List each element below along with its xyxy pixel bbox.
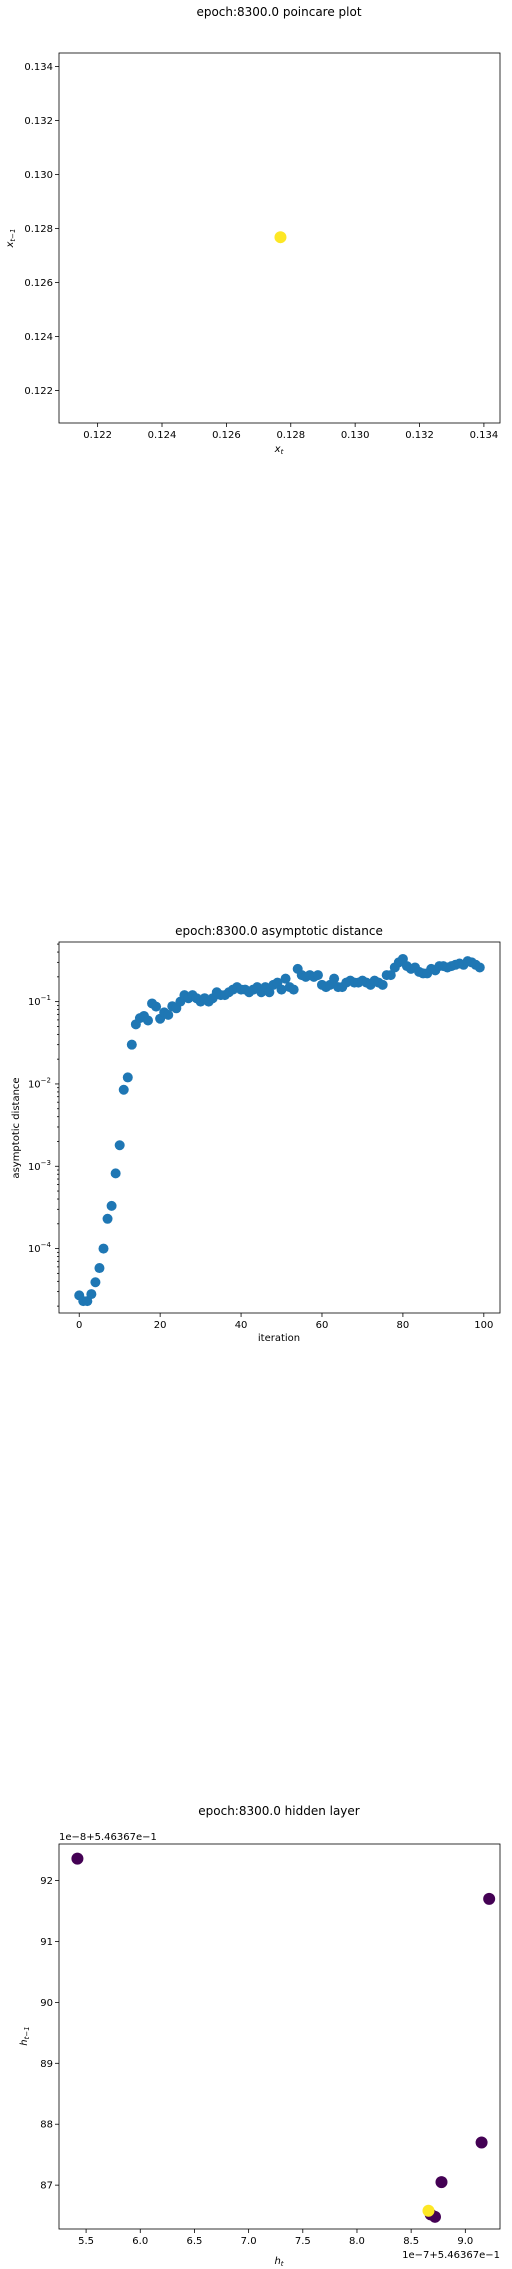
data-point bbox=[422, 2204, 435, 2217]
y-tick-label: 88 bbox=[40, 2120, 53, 2131]
plot-frame bbox=[58, 941, 501, 1314]
data-point bbox=[151, 1001, 162, 1012]
y-axis-label: ht−1 bbox=[19, 2026, 31, 2045]
x-tick-label: 0.124 bbox=[148, 430, 177, 441]
data-point bbox=[274, 231, 287, 244]
x-tick-label: 0.126 bbox=[212, 430, 241, 441]
y-axis-label: asymptotic distance bbox=[11, 1077, 22, 1178]
x-tick-label: 60 bbox=[316, 1320, 329, 1331]
data-point bbox=[102, 1213, 113, 1224]
y-tick-label: 10−2 bbox=[28, 1076, 51, 1090]
y-tick-label: 91 bbox=[40, 1937, 53, 1948]
data-point bbox=[280, 973, 291, 984]
x-tick-label: 20 bbox=[154, 1320, 167, 1331]
data-point bbox=[264, 987, 275, 998]
x-tick-label: 0.128 bbox=[276, 430, 305, 441]
y-tick-label: 0.124 bbox=[24, 332, 53, 343]
data-point bbox=[90, 1277, 101, 1288]
x-tick-label: 100 bbox=[474, 1320, 493, 1331]
x-tick-label: 6.0 bbox=[132, 2236, 148, 2247]
plot-frame bbox=[58, 1843, 501, 2230]
chart-title: epoch:8300.0 asymptotic distance bbox=[175, 924, 383, 938]
data-point bbox=[110, 1168, 121, 1179]
data-point bbox=[106, 1200, 117, 1211]
y-tick-label: 0.122 bbox=[24, 386, 53, 397]
x-tick-label: 8.5 bbox=[403, 2236, 419, 2247]
x-tick-label: 0.130 bbox=[341, 430, 370, 441]
data-points bbox=[274, 231, 287, 244]
x-axis-label: xt bbox=[274, 444, 284, 456]
y-tick-label: 0.128 bbox=[24, 224, 53, 235]
data-point bbox=[94, 1263, 105, 1274]
x-tick-label: 7.5 bbox=[295, 2236, 311, 2247]
x-tick-label: 8.0 bbox=[349, 2236, 365, 2247]
data-points bbox=[71, 1852, 496, 2223]
y-tick-label: 10−1 bbox=[28, 994, 51, 1008]
data-point bbox=[385, 970, 396, 981]
chart-title: epoch:8300.0 poincare plot bbox=[196, 5, 361, 19]
x-tick-label: 0.132 bbox=[405, 430, 434, 441]
y-offset-text: 1e−8+5.46367e−1 bbox=[59, 1832, 157, 1843]
y-tick-label: 0.130 bbox=[24, 170, 53, 181]
data-point bbox=[98, 1243, 109, 1254]
y-tick-label: 87 bbox=[40, 2181, 53, 2192]
data-points bbox=[74, 953, 485, 1307]
y-tick-label: 0.134 bbox=[24, 62, 53, 73]
data-point bbox=[143, 1015, 154, 1026]
data-point bbox=[118, 1084, 129, 1095]
poincare-plot: epoch:8300.0 poincare plot 0.122 0.124 0.1… bbox=[5, 5, 501, 456]
y-axis-label: xt−1 bbox=[5, 229, 17, 249]
axis-ticks: 0.122 0.124 0.126 0.128 0.130 0.132 0.134 0.122… bbox=[24, 62, 498, 441]
x-axis-label: iteration bbox=[258, 1333, 300, 1344]
data-point bbox=[474, 962, 485, 973]
data-point bbox=[114, 1140, 125, 1151]
x-tick-label: 40 bbox=[235, 1320, 248, 1331]
data-point bbox=[329, 973, 340, 984]
x-tick-label: 7.0 bbox=[241, 2236, 257, 2247]
x-tick-label: 80 bbox=[397, 1320, 410, 1331]
chart-title: epoch:8300.0 hidden layer bbox=[198, 1804, 360, 1818]
y-tick-label: 92 bbox=[40, 1876, 53, 1887]
x-tick-label: 9.0 bbox=[457, 2236, 473, 2247]
y-tick-label: 10−4 bbox=[28, 1241, 52, 1255]
x-tick-label: 5.5 bbox=[78, 2236, 94, 2247]
plot-frame bbox=[58, 52, 501, 424]
data-point bbox=[86, 1289, 97, 1300]
axis-ticks: 0 20 40 60 80 100 10−4 10−3 10−2 10−1 bbox=[28, 943, 493, 1331]
x-axis-label: ht bbox=[274, 2256, 283, 2268]
y-tick-label: 0.126 bbox=[24, 278, 53, 289]
axis-ticks: 5.5 6.0 6.5 7.0 7.5 8.0 8.5 9.0 87 88 89 90 91 92 bbox=[40, 1876, 473, 2247]
x-offset-text: 1e−7+5.46367e−1 bbox=[402, 2250, 500, 2261]
data-point bbox=[163, 1009, 174, 1020]
hidden-layer-plot: epoch:8300.0 hidden layer 1e−8+5.46367e−… bbox=[19, 1804, 501, 2268]
data-point bbox=[435, 2176, 448, 2189]
x-tick-label: 0.122 bbox=[83, 430, 112, 441]
data-point bbox=[483, 1892, 496, 1905]
y-tick-label: 90 bbox=[40, 1998, 53, 2009]
x-tick-label: 0 bbox=[76, 1320, 82, 1331]
x-tick-label: 6.5 bbox=[186, 2236, 202, 2247]
data-point bbox=[126, 1039, 137, 1050]
asymptotic-distance-plot: epoch:8300.0 asymptotic distance 0 20 40 60… bbox=[11, 924, 501, 1344]
data-point bbox=[122, 1072, 133, 1083]
y-tick-label: 10−3 bbox=[28, 1159, 51, 1173]
data-point bbox=[377, 979, 388, 990]
y-tick-label: 89 bbox=[40, 2059, 53, 2070]
data-point bbox=[288, 984, 299, 995]
data-point bbox=[475, 2136, 488, 2149]
data-point bbox=[312, 970, 323, 981]
y-tick-label: 0.132 bbox=[24, 116, 53, 127]
data-point bbox=[276, 984, 287, 995]
x-tick-label: 0.134 bbox=[470, 430, 499, 441]
data-point bbox=[71, 1852, 84, 1865]
